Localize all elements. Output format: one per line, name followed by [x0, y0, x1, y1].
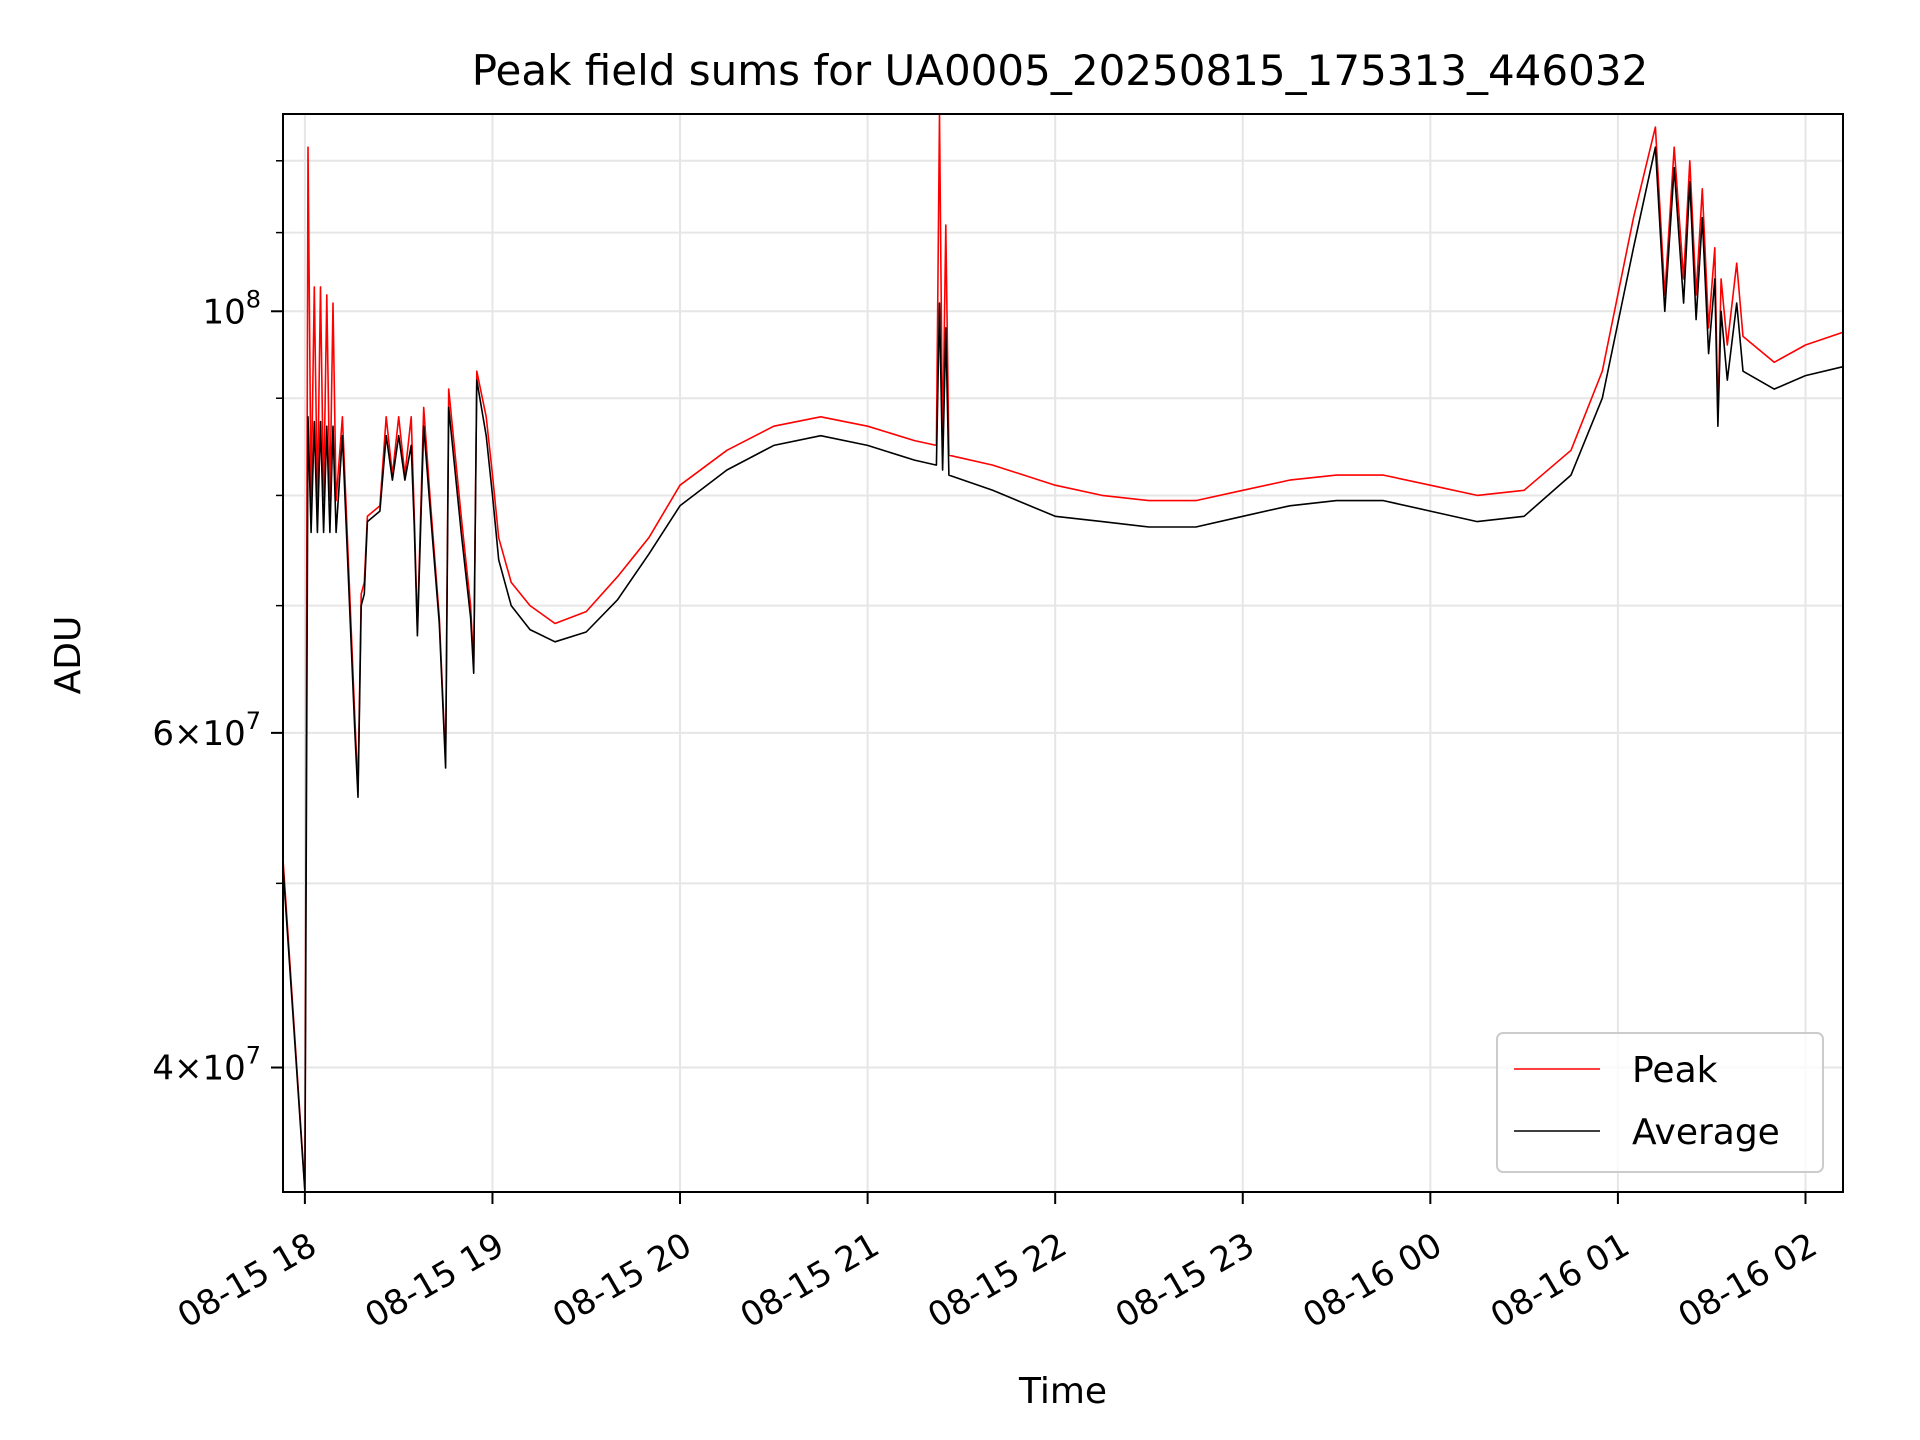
- plot-area: [282, 113, 1844, 1193]
- plot-frame: [282, 113, 1844, 1193]
- y-tick-label: 6×107: [152, 707, 261, 754]
- x-axis-label: Time: [1018, 1371, 1107, 1412]
- legend: Peak Average: [1496, 1032, 1824, 1173]
- series-layer: [282, 113, 1844, 1193]
- legend-label-peak: Peak: [1632, 1050, 1718, 1091]
- legend-box: [1496, 1032, 1824, 1173]
- chart-title: Peak field sums for UA0005_20250815_1753…: [472, 46, 1649, 95]
- legend-label-average: Average: [1632, 1112, 1780, 1153]
- y-axis: 108 6×107 4×107: [152, 160, 283, 1089]
- y-tick-label: 108: [202, 285, 261, 332]
- y-axis-label: ADU: [48, 616, 89, 695]
- series-line-average: [282, 146, 1844, 1193]
- y-tick-label: 4×107: [152, 1042, 261, 1089]
- plot-background: [283, 114, 1843, 1192]
